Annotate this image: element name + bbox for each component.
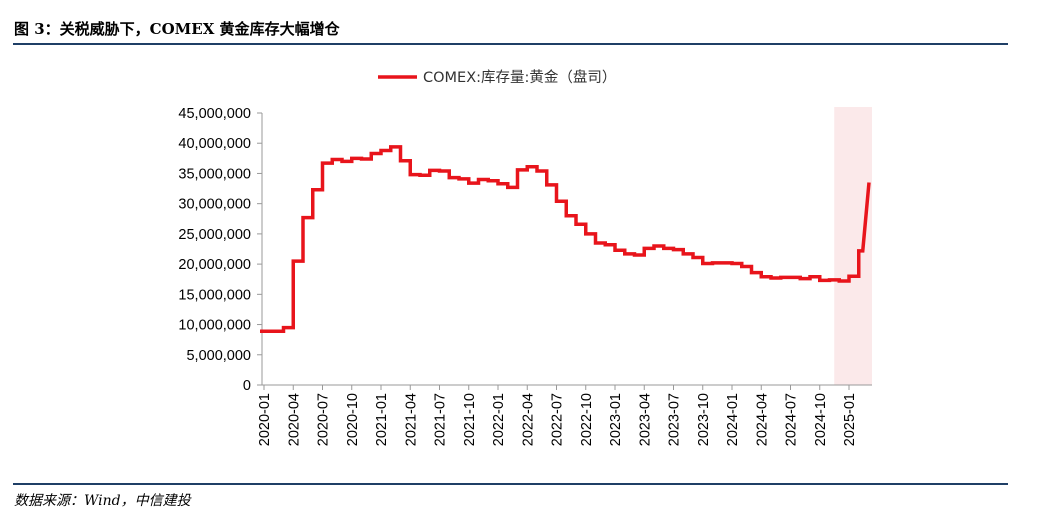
y-tick-label: 25,000,000 [178,227,251,243]
x-tick-label: 2021-07 [433,393,449,446]
y-tick-label: 5,000,000 [186,348,251,364]
y-tick-label: 20,000,000 [178,257,251,273]
x-tick-label: 2024-07 [784,393,800,446]
source-note: 数据来源：Wind，中信建投 [14,493,191,509]
x-tick-label: 2022-10 [579,393,595,446]
series-line [260,145,871,333]
x-tick-label: 2021-04 [403,393,419,446]
x-tick-label: 2023-01 [608,393,624,446]
figure-title: 图 3：关税威胁下，COMEX 黄金库存大幅增仓 [14,20,340,38]
highlight-band-layer [834,107,872,385]
y-tick-label: 30,000,000 [178,197,251,213]
legend: COMEX:库存量:黄金（盘司） [378,68,616,86]
legend-label: COMEX:库存量:黄金（盘司） [423,68,616,86]
x-tick-label: 2021-10 [462,393,478,446]
y-tick-label: 0 [243,378,251,394]
bottom-divider [13,483,1008,485]
series-layer [260,145,871,333]
top-divider [13,43,1008,45]
x-tick-label: 2025-01 [842,393,858,446]
inventory-line-chart: 0 5,000,000 10,000,000 15,000,000 20,000,000… [178,68,872,446]
axis-layer [257,112,872,390]
x-tick-label: 2024-01 [725,393,741,446]
y-tick-label: 35,000,000 [178,166,251,182]
x-tick-label: 2023-07 [667,393,683,446]
y-tick-label: 40,000,000 [178,136,251,152]
y-tick-labels: 0 5,000,000 10,000,000 15,000,000 20,000,000… [178,106,251,394]
x-tick-label: 2020-10 [345,393,361,446]
x-tick-label: 2024-04 [754,393,770,446]
x-tick-label: 2021-01 [374,393,390,446]
x-tick-label: 2022-07 [550,393,566,446]
x-tick-label: 2022-01 [491,393,507,446]
highlight-band [834,107,872,385]
x-tick-label: 2020-04 [286,393,302,446]
x-tick-labels: 2020-01 2020-04 2020-07 2020-10 2021-01 2021-… [257,393,858,446]
y-tick-label: 45,000,000 [178,106,251,122]
x-tick-label: 2024-10 [813,393,829,446]
x-tick-label: 2020-07 [316,393,332,446]
y-tick-label: 15,000,000 [178,287,251,303]
y-tick-label: 10,000,000 [178,318,251,334]
x-tick-label: 2023-10 [696,393,712,446]
x-tick-label: 2023-04 [637,393,653,446]
x-tick-label: 2020-01 [257,393,273,446]
x-tick-label: 2022-04 [520,393,536,446]
